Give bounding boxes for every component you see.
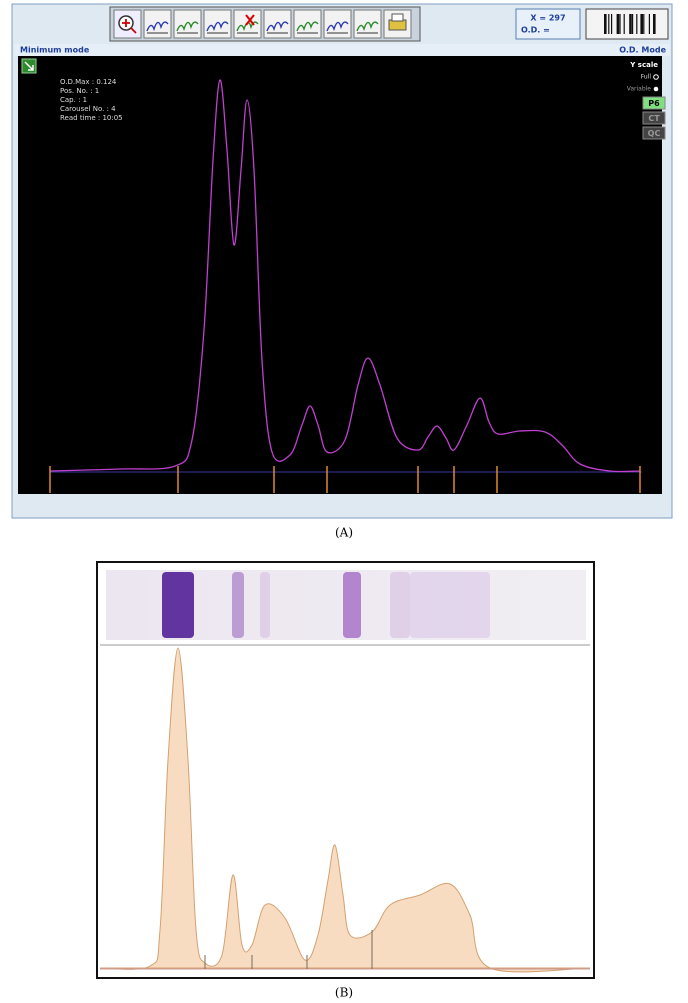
barcode-bar xyxy=(617,14,620,34)
cursor-od: O.D. = xyxy=(521,26,550,35)
barcode-bar xyxy=(608,14,609,34)
barcode-bar xyxy=(624,14,625,34)
tool-button[interactable] xyxy=(294,10,321,38)
mode-left: Minimum mode xyxy=(20,46,90,55)
page: X = 297 O.D. = Minimum mode O.D. Mode O.… xyxy=(0,0,688,1003)
panel-label: (B) xyxy=(335,986,353,1000)
panel-label: (A) xyxy=(335,526,353,540)
barcode-bar xyxy=(629,14,632,34)
barcode-bar xyxy=(653,14,656,34)
y-scale-full[interactable]: Full xyxy=(641,74,652,81)
barcode-bar xyxy=(604,14,607,34)
strip-band xyxy=(232,572,244,638)
side-button-label[interactable]: CT xyxy=(648,114,660,123)
barcode-bar xyxy=(619,14,620,34)
barcode-bar xyxy=(636,14,637,34)
cursor-x: X = 297 xyxy=(530,14,565,23)
y-scale-title: Y scale xyxy=(629,61,658,69)
tool-button[interactable] xyxy=(144,10,171,38)
barcode-bar xyxy=(611,14,612,34)
strip-band xyxy=(390,572,410,638)
tool-button[interactable] xyxy=(204,10,231,38)
info-line: Read time : 10:05 xyxy=(60,114,123,122)
strip-band xyxy=(260,572,270,638)
barcode-bar xyxy=(632,14,633,34)
info-line: Cap. : 1 xyxy=(60,96,87,104)
strip-band xyxy=(410,572,490,638)
tool-button[interactable] xyxy=(264,10,291,38)
print-icon xyxy=(392,14,403,21)
tool-button[interactable] xyxy=(354,10,381,38)
barcode-box xyxy=(586,9,668,39)
info-line: Carousel No. : 4 xyxy=(60,105,116,113)
strip-band xyxy=(343,572,361,638)
tool-button[interactable] xyxy=(324,10,351,38)
strip-band xyxy=(162,572,194,638)
y-scale-variable[interactable]: Variable xyxy=(627,86,652,93)
side-button-label[interactable]: QC xyxy=(648,129,661,138)
barcode-bar xyxy=(649,14,650,34)
info-line: O.D.Max : 0.124 xyxy=(60,78,117,86)
side-button-label[interactable]: P6 xyxy=(648,99,660,108)
figure: X = 297 O.D. = Minimum mode O.D. Mode O.… xyxy=(0,0,688,1003)
status-bar xyxy=(18,494,662,514)
tool-button[interactable] xyxy=(174,10,201,38)
radio-variable[interactable] xyxy=(654,87,659,92)
side-buttons: P6 CT QC xyxy=(643,97,665,139)
mode-right: O.D. Mode xyxy=(619,46,666,55)
mode-bar xyxy=(14,44,670,56)
info-line: Pos. No. : 1 xyxy=(60,87,99,95)
barcode-bar xyxy=(643,14,644,34)
barcode-bar xyxy=(640,14,643,34)
